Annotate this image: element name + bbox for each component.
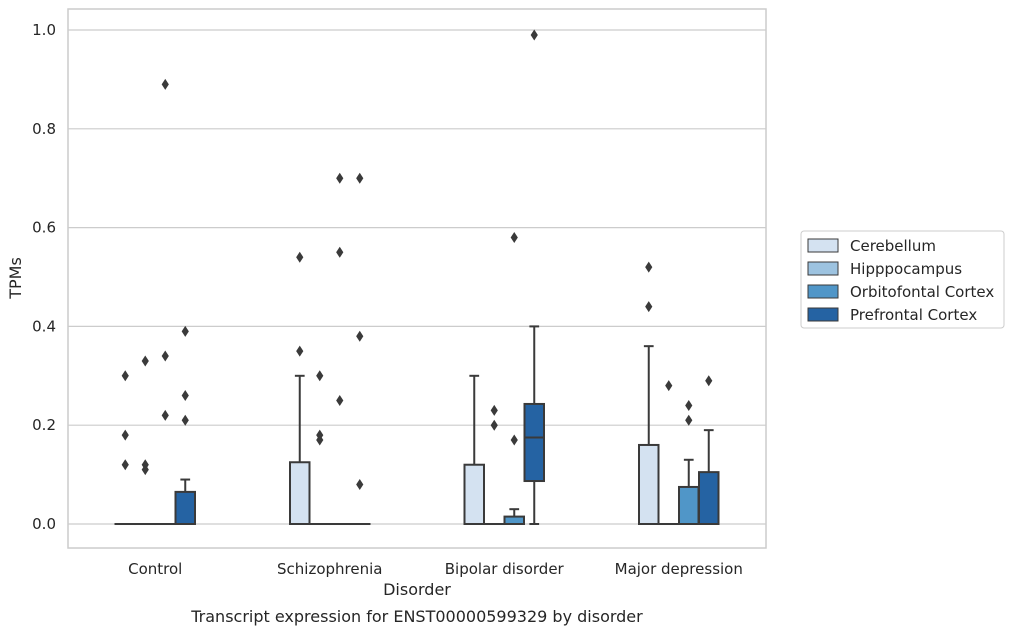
outlier-point — [705, 375, 713, 387]
legend-swatch — [807, 261, 839, 276]
box-iqr — [638, 443, 660, 525]
outlier-point — [645, 301, 653, 313]
y-axis-title: TPMs — [6, 257, 25, 300]
outlier-point — [510, 231, 518, 243]
box-hipppocampus-0 — [134, 355, 156, 526]
outlier-point — [296, 251, 304, 263]
y-tick-label: 1.0 — [32, 21, 56, 39]
box-prefrontal-cortex-0 — [174, 325, 196, 526]
outlier-point — [141, 355, 149, 367]
legend-swatch — [807, 307, 839, 322]
box-orbitofontal-cortex-1 — [329, 172, 351, 526]
outlier-point — [685, 399, 693, 411]
outlier-point — [356, 330, 364, 342]
y-tick-label: 0.0 — [32, 515, 56, 533]
outlier-point — [336, 395, 344, 406]
outlier-point — [181, 390, 189, 402]
outlier-point — [645, 261, 653, 273]
x-axis-title: Disorder — [383, 580, 451, 599]
box-iqr — [289, 461, 311, 525]
outlier-point — [296, 345, 304, 357]
x-tick-label: Control — [128, 560, 182, 578]
box-orbitofontal-cortex-0 — [154, 78, 176, 526]
box-cerebellum-3 — [638, 261, 660, 525]
box-cerebellum-2 — [463, 374, 485, 525]
box-iqr — [698, 471, 720, 526]
legend-label: Orbitofontal Cortex — [850, 283, 994, 301]
legend-label: Hipppocampus — [850, 260, 962, 278]
box-iqr — [174, 490, 196, 526]
outlier-point — [181, 325, 189, 337]
outlier-point — [121, 370, 129, 382]
plot-frame — [67, 8, 767, 549]
outlier-point — [685, 414, 693, 426]
y-tick-label: 0.2 — [32, 416, 56, 434]
x-tick-label: Schizophrenia — [277, 560, 382, 578]
outlier-point — [336, 172, 344, 184]
box-prefrontal-cortex-2 — [523, 29, 545, 525]
outlier-point — [141, 464, 149, 476]
y-tick-label: 0.6 — [32, 219, 56, 237]
outlier-point — [121, 459, 129, 471]
y-tick-label: 0.8 — [32, 120, 56, 138]
box-hipppocampus-1 — [309, 370, 331, 526]
outlier-point — [181, 414, 189, 426]
box-cerebellum-1 — [289, 251, 311, 525]
outlier-point — [316, 370, 324, 382]
box-cerebellum-0 — [114, 370, 136, 526]
box-plot-area — [114, 29, 720, 526]
box-iqr — [503, 515, 525, 526]
legend-swatch — [807, 238, 839, 253]
box-iqr — [678, 485, 700, 526]
y-tick-label: 0.4 — [32, 317, 56, 335]
outlier-point — [316, 434, 324, 446]
outlier-point — [161, 409, 169, 421]
box-hipppocampus-3 — [658, 380, 680, 526]
outlier-point — [490, 404, 498, 416]
x-axis-ticks: Control Schizophrenia Bipolar disorder Majo… — [128, 560, 743, 578]
chart-caption: Transcript expression for ENST0000059932… — [190, 607, 643, 626]
legend-label: Prefrontal Cortex — [850, 306, 977, 324]
box-prefrontal-cortex-3 — [698, 375, 720, 526]
legend: Cerebellum Hipppocampus Orbitofontal Corte… — [800, 230, 1005, 329]
outlier-point — [161, 78, 169, 90]
outlier-point — [356, 478, 364, 490]
x-tick-label: Major depression — [615, 560, 743, 578]
grid-lines — [68, 29, 766, 525]
legend-frame — [800, 230, 1005, 329]
box-iqr — [523, 402, 545, 483]
box-orbitofontal-cortex-2 — [503, 231, 525, 526]
box-orbitofontal-cortex-3 — [678, 399, 700, 526]
outlier-point — [336, 246, 344, 258]
legend-swatch — [807, 284, 839, 299]
outlier-point — [161, 350, 169, 362]
legend-label: Cerebellum — [850, 237, 936, 255]
outlier-point — [665, 380, 673, 392]
box-hipppocampus-2 — [483, 404, 505, 526]
outlier-point — [490, 419, 498, 431]
box-prefrontal-cortex-1 — [349, 172, 371, 526]
outlier-point — [356, 172, 364, 184]
box-iqr — [463, 463, 485, 525]
outlier-point — [121, 429, 129, 441]
outlier-point — [530, 29, 538, 41]
x-tick-label: Bipolar disorder — [445, 560, 565, 578]
outlier-point — [510, 434, 518, 446]
y-axis-ticks: 0.0 0.2 0.4 0.6 0.8 1.0 — [32, 21, 56, 533]
